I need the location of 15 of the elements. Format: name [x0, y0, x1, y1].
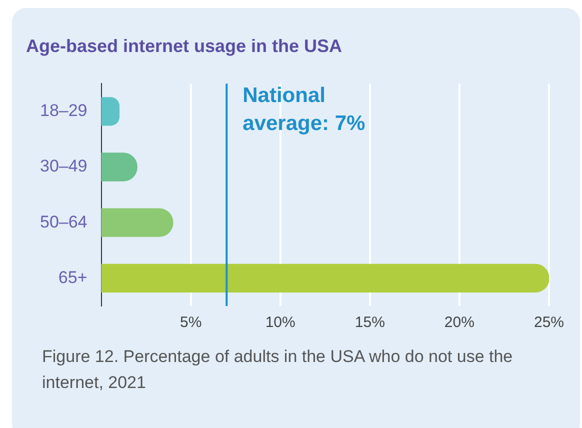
chart-title: Age-based internet usage in the USA: [26, 36, 342, 56]
y-tick-label: 30–49: [40, 156, 88, 176]
y-tick-label: 18–29: [40, 101, 88, 120]
x-tick-label: 20%: [444, 314, 474, 332]
bar: [101, 97, 120, 126]
x-tick-label: 10%: [265, 314, 296, 332]
bar: [101, 208, 174, 237]
ref-line-label: National average: 7%: [242, 84, 366, 135]
x-tick-label: 5%: [180, 314, 202, 332]
caption: Figure 12. Percentage of adults in the USA who do not use the internet, 2021: [42, 346, 514, 394]
x-tick-label: 25%: [534, 314, 564, 332]
bar: [101, 264, 549, 293]
y-tick-label: 65+: [58, 268, 88, 287]
y-tick-label: 50–64: [40, 212, 88, 232]
x-tick-label: 15%: [354, 314, 385, 332]
